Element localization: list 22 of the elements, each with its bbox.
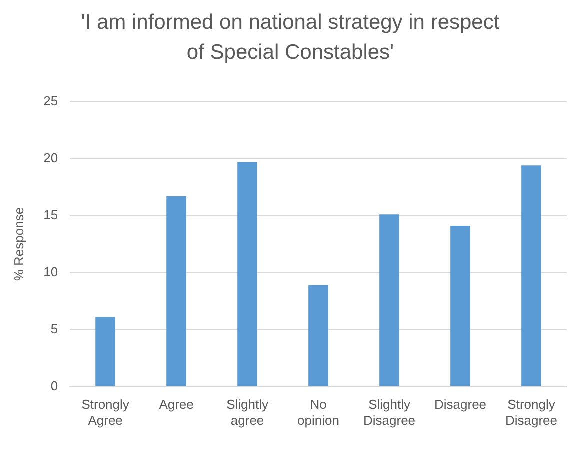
bar [96,317,116,386]
y-tick-label: 0 [50,378,58,394]
bar [522,166,542,386]
x-tick-label: No opinion [298,397,340,428]
y-tick-label: 20 [44,150,58,166]
y-tick-label: 15 [44,207,58,222]
y-tick-label: 5 [50,321,58,336]
bar [308,285,328,386]
bar [380,214,400,386]
x-tick-label: Strongly Disagree [505,397,558,428]
bar [238,162,258,386]
x-tick-label: Agree [159,397,194,412]
y-tick-label: 10 [44,264,58,280]
x-tick-label: Disagree [434,397,487,412]
x-tick-label: Slightly Disagree [364,397,416,428]
y-axis-title: % Response [11,207,26,282]
x-tick-label: Strongly Agree [82,397,130,428]
x-tick-label: Slightly agree [226,397,269,428]
bar [450,226,470,386]
y-tick-label: 25 [44,93,58,108]
chart-title: 'I am informed on national strategy in respect of Special Constables' [80,10,500,66]
bar [166,196,186,386]
